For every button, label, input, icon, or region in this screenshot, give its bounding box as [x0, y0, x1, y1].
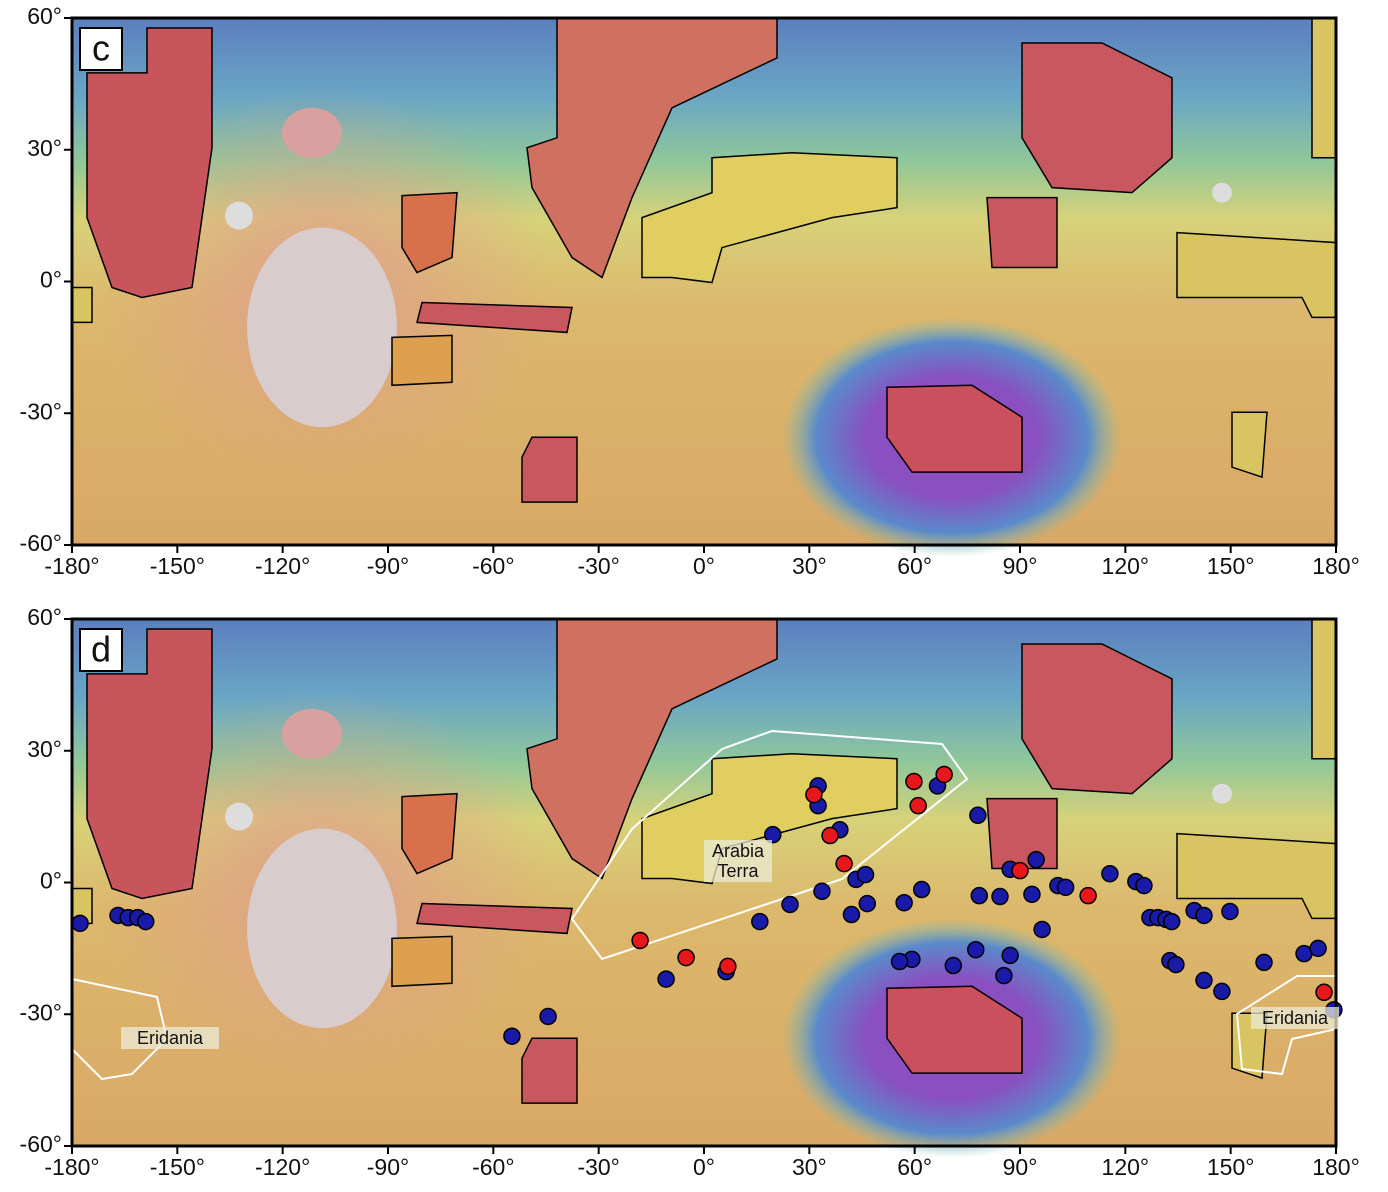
y-tick-label: 60° — [27, 3, 62, 29]
x-tick-label: -90° — [367, 1154, 409, 1180]
y-tick-label: -30° — [20, 999, 62, 1025]
x-tick-label: 180° — [1312, 553, 1360, 579]
site-point — [910, 798, 926, 814]
site-point — [945, 958, 961, 974]
site-point — [859, 896, 875, 912]
panel-label: d — [91, 629, 111, 670]
y-tick-label: 60° — [27, 604, 62, 630]
x-tick-label: -90° — [367, 553, 409, 579]
site-point — [822, 828, 838, 844]
site-point — [1012, 863, 1028, 879]
site-point — [1222, 903, 1238, 919]
x-tick-label: 180° — [1312, 1154, 1360, 1180]
y-tick-label: -30° — [20, 398, 62, 424]
x-tick-label: -30° — [577, 553, 619, 579]
x-tick-label: -30° — [577, 1154, 619, 1180]
x-tick-label: -180° — [44, 1154, 99, 1180]
terrain — [72, 18, 1336, 557]
y-tick-label: 0° — [40, 868, 62, 894]
site-point — [896, 895, 912, 911]
x-tick-label: -150° — [150, 1154, 205, 1180]
site-point — [72, 915, 88, 931]
site-point — [138, 914, 154, 930]
site-point — [1034, 921, 1050, 937]
site-point — [658, 971, 674, 987]
site-point — [906, 773, 922, 789]
region-label: Eridania — [1251, 1007, 1339, 1029]
site-point — [1168, 957, 1184, 973]
site-point — [1102, 866, 1118, 882]
x-tick-label: -180° — [44, 553, 99, 579]
site-point — [1080, 888, 1096, 904]
y-tick-label: -60° — [20, 530, 62, 556]
x-tick-label: 90° — [1003, 553, 1038, 579]
site-point — [678, 950, 694, 966]
y-tick-label: 30° — [27, 736, 62, 762]
site-point — [858, 867, 874, 883]
x-tick-label: -120° — [255, 553, 310, 579]
panel-label: c — [92, 28, 110, 69]
site-point — [504, 1028, 520, 1044]
x-tick-label: 150° — [1207, 553, 1255, 579]
site-point — [1058, 879, 1074, 895]
site-point — [632, 932, 648, 948]
site-point — [1214, 983, 1230, 999]
x-tick-label: 60° — [897, 1154, 932, 1180]
site-point — [1196, 907, 1212, 923]
site-point — [782, 896, 798, 912]
x-tick-label: 60° — [897, 553, 932, 579]
site-point — [1024, 886, 1040, 902]
site-point — [968, 942, 984, 958]
region-label: Eridania — [121, 1027, 219, 1049]
site-point — [1028, 852, 1044, 868]
x-tick-label: -60° — [472, 1154, 514, 1180]
site-point — [814, 883, 830, 899]
site-point — [752, 914, 768, 930]
x-tick-label: 30° — [792, 553, 827, 579]
site-point — [892, 954, 908, 970]
site-point — [1136, 878, 1152, 894]
site-point — [1196, 972, 1212, 988]
site-point — [843, 907, 859, 923]
site-point — [1310, 940, 1326, 956]
page: c -180° -150° -120° -90° -60° -30° 0° 30° 60° 90° 1… — [0, 0, 1388, 1192]
y-tick-label: -60° — [20, 1131, 62, 1157]
x-tick-label: 0° — [693, 1154, 715, 1180]
site-point — [1316, 984, 1332, 1000]
site-point — [970, 807, 986, 823]
x-tick-label: 30° — [792, 1154, 827, 1180]
x-tick-label: 90° — [1003, 1154, 1038, 1180]
site-point — [1164, 914, 1180, 930]
figure: c -180° -150° -120° -90° -60° -30° 0° 30° 60° 90° 1… — [0, 0, 1388, 1192]
site-point — [836, 856, 852, 872]
x-tick-label: 150° — [1207, 1154, 1255, 1180]
site-point — [540, 1008, 556, 1024]
site-point — [720, 958, 736, 974]
x-tick-label: 0° — [693, 553, 715, 579]
y-tick-label: 0° — [40, 267, 62, 293]
site-point — [936, 766, 952, 782]
site-point — [914, 882, 930, 898]
site-point — [1256, 954, 1272, 970]
region-label: Arabia Terra — [704, 840, 772, 882]
x-tick-label: -60° — [472, 553, 514, 579]
site-point — [992, 889, 1008, 905]
x-tick-label: -120° — [255, 1154, 310, 1180]
site-point — [1002, 947, 1018, 963]
site-point — [806, 787, 822, 803]
site-point — [996, 968, 1012, 984]
y-tick-label: 30° — [27, 135, 62, 161]
x-tick-label: -150° — [150, 553, 205, 579]
site-point — [971, 888, 987, 904]
x-tick-label: 120° — [1102, 1154, 1150, 1180]
x-tick-label: 120° — [1102, 553, 1150, 579]
